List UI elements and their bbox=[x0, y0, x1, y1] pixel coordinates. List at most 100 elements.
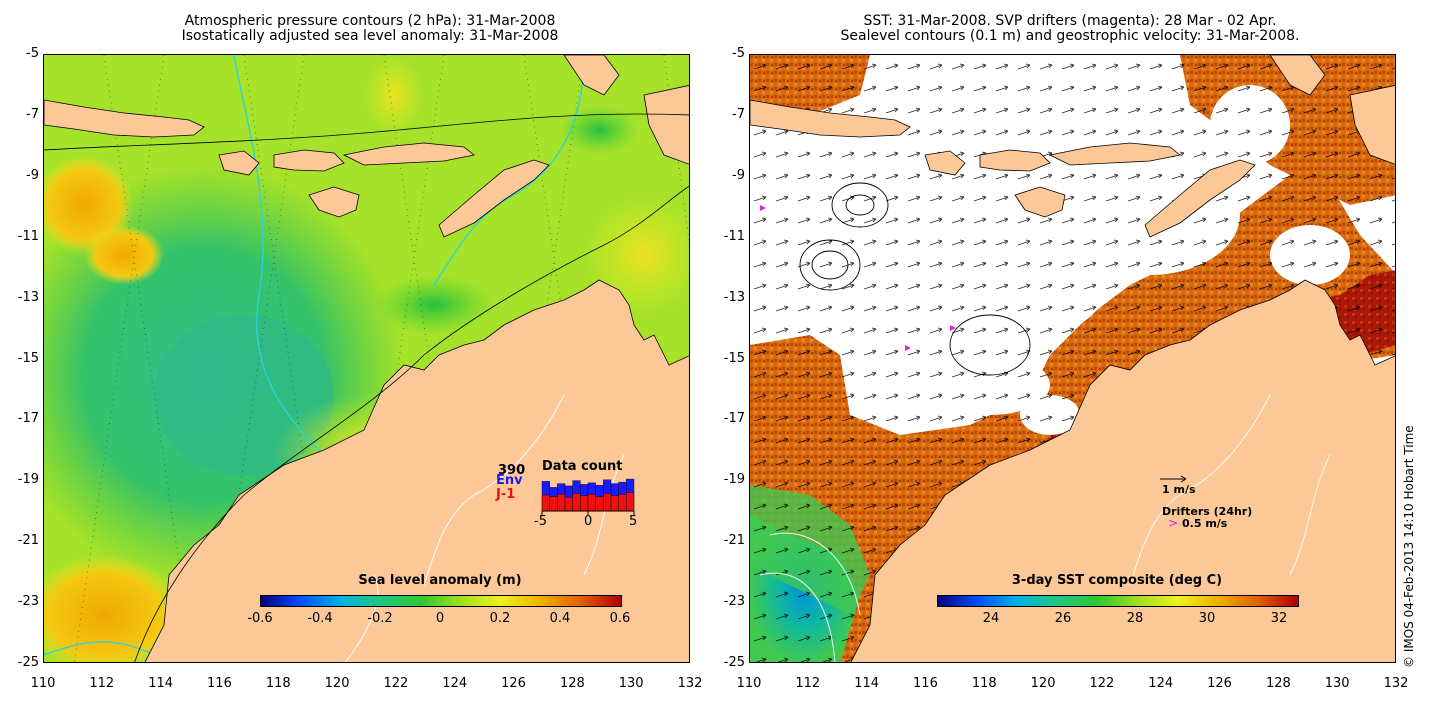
data-count-xtick-5: 5 bbox=[629, 514, 638, 529]
data-count-j1-label: J-1 bbox=[496, 487, 516, 502]
right-x-tick: 118 bbox=[971, 676, 997, 691]
velocity-legend-arrow bbox=[1160, 475, 1187, 483]
left-y-tick: -17 bbox=[17, 411, 39, 427]
sla-colorbar-tick: -0.2 bbox=[367, 611, 393, 626]
australia-landmass-sst bbox=[850, 279, 1395, 662]
right-y-tick: -9 bbox=[732, 167, 745, 183]
data-count-env-label: Env bbox=[496, 473, 523, 488]
left-x-tick: 124 bbox=[442, 676, 468, 691]
left-y-tick: -11 bbox=[17, 228, 39, 244]
sla-green-patch bbox=[374, 275, 494, 335]
left-y-tick: -19 bbox=[17, 472, 39, 488]
j1-count-bar bbox=[603, 493, 612, 512]
bali-lombok-island-sst bbox=[924, 150, 966, 176]
j1-count-bar bbox=[541, 494, 550, 512]
right-y-tick: -11 bbox=[723, 228, 745, 244]
j1-count-bar bbox=[626, 492, 635, 512]
j1-count-bar bbox=[587, 494, 596, 512]
aru-islands bbox=[643, 85, 689, 165]
data-count-inset bbox=[541, 478, 635, 515]
right-x-tick: 132 bbox=[1383, 676, 1409, 691]
left-y-tick: -5 bbox=[26, 46, 39, 61]
left-x-tick: 116 bbox=[207, 676, 232, 691]
sst-eddies bbox=[799, 182, 1031, 376]
sla-yellow-patch-east bbox=[584, 195, 689, 315]
sla-colorbar-tick: 0 bbox=[435, 611, 445, 626]
right-y-tick: -25 bbox=[723, 655, 745, 670]
left-map-title: Atmospheric pressure contours (2 hPa): 3… bbox=[60, 14, 680, 44]
drifter-speed-label: 0.5 m/s bbox=[1182, 517, 1228, 530]
bathymetry-contour bbox=[44, 113, 689, 151]
data-count-xtick-0: 0 bbox=[584, 514, 593, 529]
sea-level-anomaly-map[interactable]: Data count 390 Env J-1 -5 0 5 Sea level … bbox=[43, 54, 690, 663]
left-x-tick: 110 bbox=[30, 676, 56, 691]
j1-count-bar bbox=[595, 496, 604, 512]
land-contours bbox=[344, 394, 625, 662]
java-island-sst bbox=[750, 99, 911, 138]
right-x-tick: 112 bbox=[795, 676, 821, 691]
right-y-tick: -23 bbox=[723, 594, 745, 610]
right-x-tick: 116 bbox=[913, 676, 938, 691]
left-title-line1: Atmospheric pressure contours (2 hPa): 3… bbox=[184, 13, 556, 29]
java-island bbox=[44, 99, 205, 138]
sst-colorbar-tick: 26 bbox=[1054, 611, 1072, 626]
left-x-tick: 120 bbox=[324, 676, 350, 691]
j1-count-bar bbox=[557, 494, 566, 512]
timor-island bbox=[438, 159, 550, 238]
drifter-legend-marker: > bbox=[1168, 516, 1179, 530]
velocity-legend-label: 1 m/s bbox=[1162, 483, 1196, 496]
right-x-tick: 120 bbox=[1030, 676, 1056, 691]
sst-colorbar bbox=[937, 595, 1299, 607]
sst-colorbar-tick: 24 bbox=[982, 611, 1000, 626]
sla-colorbar-tick: 0.6 bbox=[609, 611, 631, 626]
left-x-tick: 122 bbox=[383, 676, 409, 691]
sst-colorbar-tick: 32 bbox=[1270, 611, 1288, 626]
sst-map[interactable]: 1 m/s Drifters (24hr) > 0.5 m/s 3-day SS… bbox=[749, 54, 1396, 663]
sla-high-patch-west2 bbox=[84, 225, 164, 285]
sla-colorbar-tick: 0.4 bbox=[549, 611, 571, 626]
sulawesi-tip bbox=[563, 55, 620, 96]
drifters-legend-label: Drifters (24hr) bbox=[1162, 505, 1253, 518]
sla-green-patch-north bbox=[559, 105, 639, 155]
j1-count-bar bbox=[618, 494, 627, 512]
right-x-tick: 124 bbox=[1148, 676, 1174, 691]
sea-level-contours bbox=[759, 394, 1331, 662]
sst-colorbar-tick: 30 bbox=[1198, 611, 1216, 626]
left-y-tick: -25 bbox=[17, 655, 39, 670]
sla-colorbar-title: Sea level anomaly (m) bbox=[358, 573, 522, 588]
right-x-tick: 110 bbox=[736, 676, 762, 691]
sla-colorbar bbox=[260, 595, 622, 607]
right-x-tick: 114 bbox=[854, 676, 880, 691]
sst-colorbar-tick: 28 bbox=[1126, 611, 1144, 626]
sumba-island-sst bbox=[1014, 186, 1066, 218]
left-x-tick: 112 bbox=[89, 676, 115, 691]
right-y-tick: -19 bbox=[723, 472, 745, 488]
right-y-tick: -13 bbox=[723, 289, 745, 305]
bali-lombok-island bbox=[218, 150, 260, 176]
data-count-title: Data count bbox=[542, 459, 623, 474]
left-y-tick: -23 bbox=[17, 594, 39, 610]
imos-credit: © IMOS 04-Feb-2013 14:10 Hobart Time bbox=[1402, 425, 1416, 668]
australia-landmass bbox=[144, 279, 689, 662]
right-y-tick: -7 bbox=[732, 106, 745, 122]
sla-high-patch-south bbox=[44, 555, 184, 662]
right-title-line1: SST: 31-Mar-2008. SVP drifters (magenta)… bbox=[863, 13, 1277, 29]
sla-colorbar-tick: 0.2 bbox=[489, 611, 511, 626]
sumba-island bbox=[308, 186, 360, 218]
left-y-tick: -9 bbox=[26, 167, 39, 183]
right-y-tick: -15 bbox=[723, 350, 745, 366]
j1-count-bar bbox=[580, 495, 589, 512]
left-x-tick: 132 bbox=[677, 676, 703, 691]
timor-island-sst bbox=[1144, 159, 1256, 238]
right-map-title: SST: 31-Mar-2008. SVP drifters (magenta)… bbox=[760, 14, 1380, 44]
aru-islands-sst bbox=[1349, 85, 1395, 165]
left-x-tick: 128 bbox=[559, 676, 585, 691]
left-title-line2: Isostatically adjusted sea level anomaly… bbox=[181, 28, 559, 44]
right-x-tick: 126 bbox=[1207, 676, 1232, 691]
left-y-tick: -13 bbox=[17, 289, 39, 305]
sst-colorbar-title: 3-day SST composite (deg C) bbox=[1011, 573, 1223, 588]
j1-count-bar bbox=[564, 497, 573, 512]
j1-count-bar bbox=[549, 496, 558, 512]
left-x-tick: 130 bbox=[618, 676, 644, 691]
flores-island bbox=[342, 142, 475, 166]
